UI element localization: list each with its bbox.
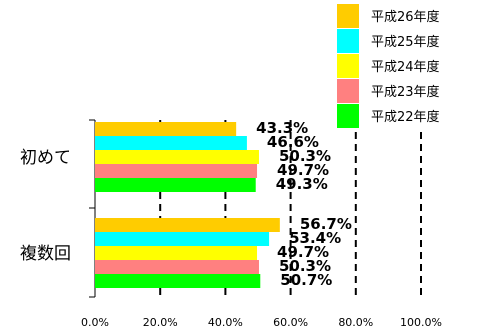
x-tick-label: 100.0% [400, 316, 442, 329]
legend-swatch [337, 104, 359, 128]
category-label: 初めて [20, 148, 71, 168]
data-label: 49.3% [276, 175, 328, 193]
data-label: 46.6% [267, 133, 319, 151]
bar [95, 246, 258, 260]
data-label: 49.7% [277, 161, 329, 179]
data-label: 53.4% [289, 229, 341, 247]
legend-swatch [337, 29, 359, 53]
category-label: 複数回 [20, 244, 71, 264]
legend-label: 平成22年度 [371, 109, 440, 125]
legend-swatch [337, 4, 359, 28]
data-label: 50.3% [279, 147, 331, 165]
bar [95, 178, 256, 192]
bar [95, 150, 259, 164]
legend-label: 平成24年度 [371, 59, 440, 75]
bar [95, 136, 247, 150]
data-label: 56.7% [300, 215, 352, 233]
bar [95, 260, 259, 274]
legend-label: 平成25年度 [371, 34, 440, 50]
x-tick-label: 40.0% [208, 316, 243, 329]
data-labels: 43.3%46.6%50.3%49.7%49.3%56.7%53.4%49.7%… [256, 119, 352, 289]
axes [89, 119, 96, 298]
x-tick-labels: 0.0% 20.0% 40.0% 60.0% 80.0% 100.0% [81, 316, 442, 329]
x-tick-label: 80.0% [338, 316, 373, 329]
bar [95, 274, 261, 288]
data-label: 43.3% [256, 119, 308, 137]
bar [95, 218, 280, 232]
bars [95, 122, 280, 288]
legend-label: 平成23年度 [371, 84, 440, 100]
legend-label: 平成26年度 [371, 9, 440, 25]
x-tick-label: 0.0% [81, 316, 109, 329]
bar [95, 122, 237, 136]
legend-swatch [337, 79, 359, 103]
x-tick-label: 60.0% [273, 316, 308, 329]
data-label: 50.3% [279, 257, 331, 275]
legend-swatch [337, 54, 359, 78]
data-label: 49.7% [277, 243, 329, 261]
bar [95, 164, 258, 178]
bar [95, 232, 270, 246]
x-tick-label: 20.0% [143, 316, 178, 329]
data-label: 50.7% [280, 271, 332, 289]
